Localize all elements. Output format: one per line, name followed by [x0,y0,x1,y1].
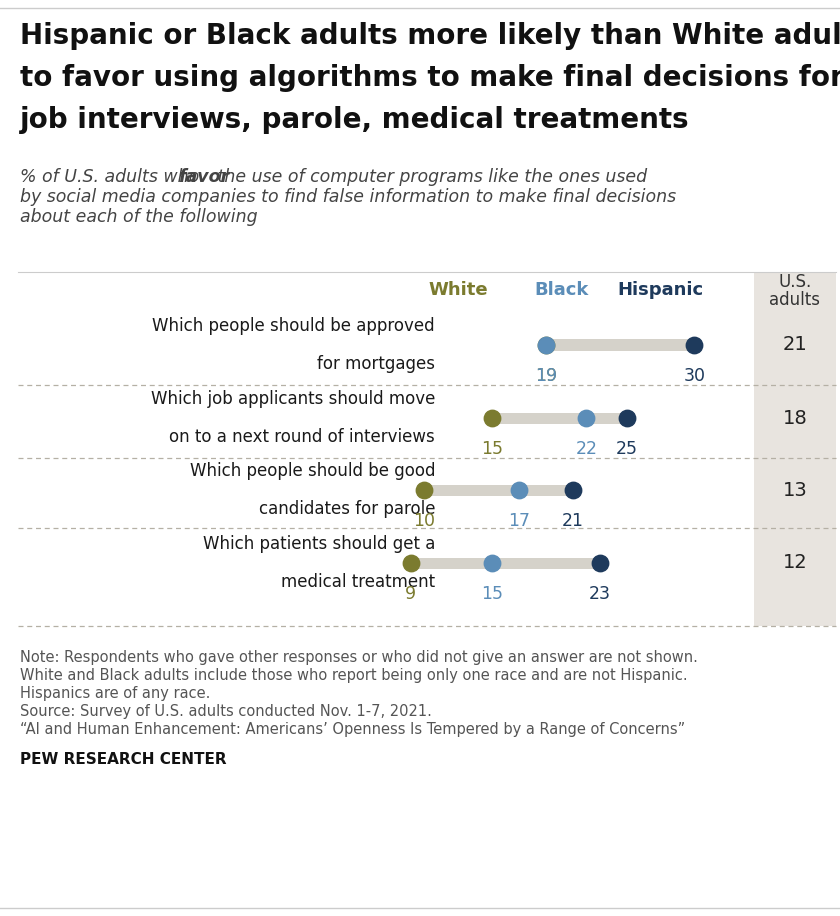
Point [539,338,553,353]
Point [404,556,417,571]
Text: for mortgages: for mortgages [317,355,435,373]
Text: Which job applicants should move: Which job applicants should move [150,390,435,408]
Text: 23: 23 [589,585,611,603]
Text: 19: 19 [535,367,557,385]
Point [485,410,498,425]
Text: 10: 10 [413,512,435,530]
Text: White: White [428,281,488,299]
Text: U.S.: U.S. [779,273,811,291]
Text: adults: adults [769,291,821,309]
Text: “AI and Human Enhancement: Americans’ Openness Is Tempered by a Range of Concern: “AI and Human Enhancement: Americans’ Op… [20,722,685,737]
Point [485,556,498,571]
Text: the use of computer programs like the ones used: the use of computer programs like the on… [212,168,647,186]
Text: 18: 18 [783,409,807,428]
Point [512,483,526,497]
Text: 19: 19 [535,367,557,385]
Point [593,556,606,571]
Text: 12: 12 [783,553,807,572]
Text: 30: 30 [684,367,706,385]
Text: 15: 15 [480,440,502,458]
Bar [424,485,573,496]
Text: 22: 22 [575,440,597,458]
Text: Note: Respondents who gave other responses or who did not give an answer are not: Note: Respondents who gave other respons… [20,650,698,665]
Text: Hispanic: Hispanic [617,281,703,299]
Text: on to a next round of interviews: on to a next round of interviews [169,428,435,446]
Text: Which people should be good: Which people should be good [190,462,435,480]
Point [566,483,580,497]
Text: Hispanics are of any race.: Hispanics are of any race. [20,686,210,701]
Point [620,410,633,425]
Text: candidates for parole: candidates for parole [259,500,435,518]
Text: Source: Survey of U.S. adults conducted Nov. 1-7, 2021.: Source: Survey of U.S. adults conducted … [20,704,432,719]
Text: Black: Black [535,281,589,299]
Text: by social media companies to find false information to make final decisions: by social media companies to find false … [20,188,676,206]
Point [688,338,701,353]
Text: 17: 17 [507,512,530,530]
Text: medical treatment: medical treatment [281,573,435,591]
Point [580,410,593,425]
Text: Hispanic or Black adults more likely than White adults: Hispanic or Black adults more likely tha… [20,22,840,50]
Text: Which people should be approved: Which people should be approved [152,317,435,335]
Text: 13: 13 [783,481,807,499]
Bar [411,558,600,569]
Text: % of U.S. adults who: % of U.S. adults who [20,168,205,186]
Point [417,483,431,497]
Bar [754,272,836,626]
Bar [491,412,627,423]
Text: 21: 21 [783,335,807,354]
Text: to favor using algorithms to make final decisions for: to favor using algorithms to make final … [20,64,840,92]
Text: 15: 15 [480,585,502,603]
Text: PEW RESEARCH CENTER: PEW RESEARCH CENTER [20,752,227,767]
Bar [546,340,695,351]
Text: Which patients should get a: Which patients should get a [202,535,435,553]
Text: about each of the following: about each of the following [20,208,258,226]
Text: 21: 21 [562,512,584,530]
Text: White and Black adults include those who report being only one race and are not : White and Black adults include those who… [20,668,688,683]
Text: favor: favor [178,168,229,186]
Text: 9: 9 [405,585,416,603]
Point [539,338,553,353]
Text: 25: 25 [616,440,638,458]
Text: job interviews, parole, medical treatments: job interviews, parole, medical treatmen… [20,106,690,134]
